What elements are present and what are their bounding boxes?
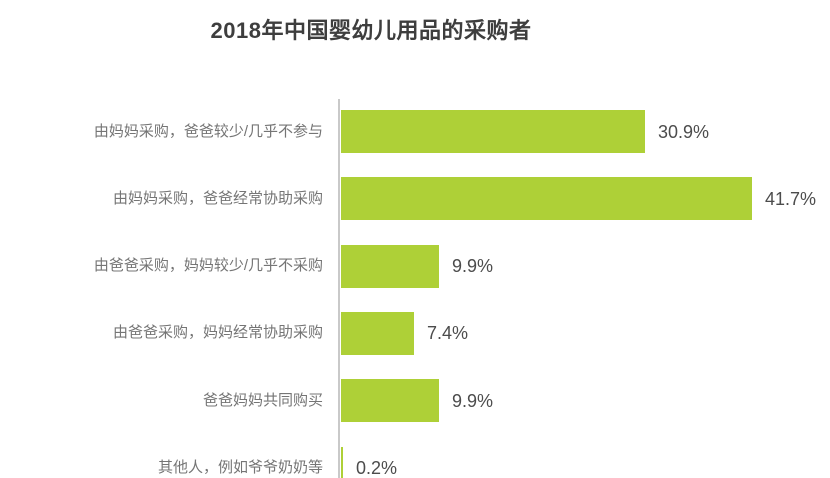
value-label: 7.4%	[427, 323, 469, 344]
value-label: 9.9%	[452, 390, 494, 411]
category-label: 爸爸妈妈共同购买	[202, 391, 323, 409]
bar	[341, 446, 343, 478]
category-label: 由爸爸采购，妈妈经常协助采购	[112, 324, 323, 342]
bar	[341, 177, 752, 221]
category-label: 由妈妈采购，爸爸经常协助采购	[112, 189, 323, 207]
bar	[341, 311, 414, 355]
category-label: 由妈妈采购，爸爸较少/几乎不参与	[93, 122, 323, 140]
bar	[341, 379, 439, 423]
chart-title: 2018年中国婴幼儿用品的采购者	[210, 18, 532, 43]
category-label: 其他人，例如爷爷奶奶等	[157, 459, 323, 476]
bar	[341, 244, 439, 288]
y-axis-line	[338, 99, 340, 478]
value-label: 0.2%	[356, 458, 398, 478]
bar	[341, 110, 645, 153]
value-label: 30.9%	[658, 121, 710, 142]
value-label: 9.9%	[452, 256, 494, 277]
value-label: 41.7%	[765, 188, 817, 209]
category-label: 由爸爸采购，妈妈较少/几乎不采购	[93, 257, 323, 275]
